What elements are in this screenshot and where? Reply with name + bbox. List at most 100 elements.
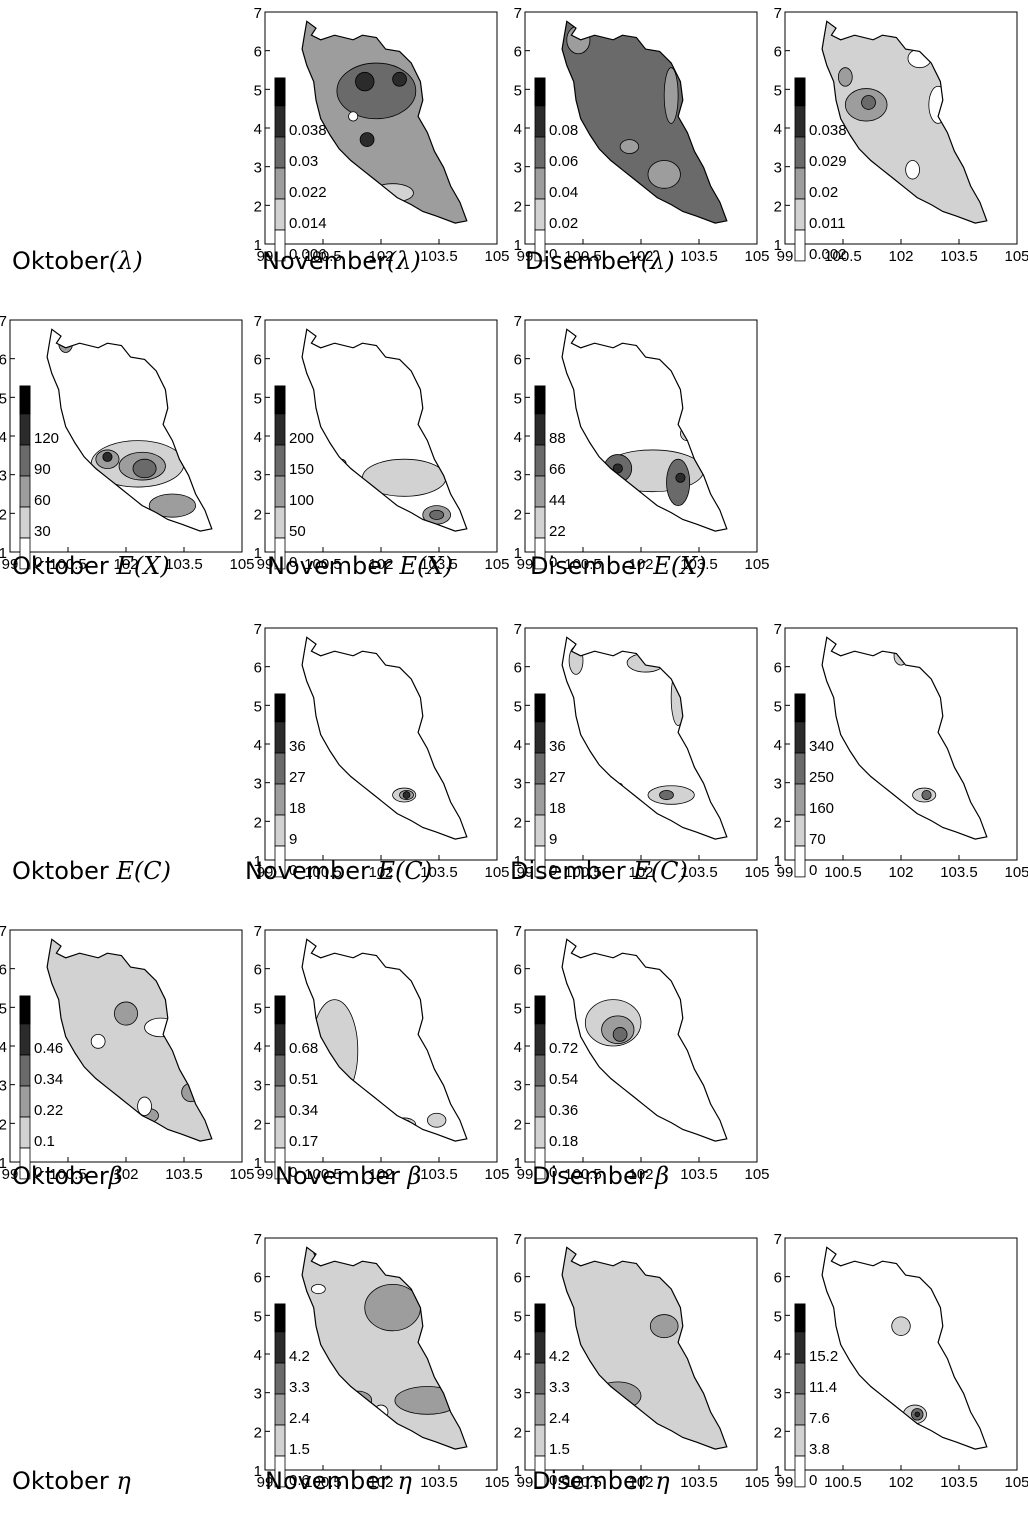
contour-blob [680,426,695,442]
region-fill [302,1247,467,1450]
contour-blob [310,999,359,1103]
panel-caption: Oktoberβ [12,1162,123,1190]
x-tick-label: 105 [744,1166,769,1183]
y-tick-label: 6 [514,962,522,979]
peninsula-outline [561,938,728,1142]
x-tick-label: 99 [517,1166,534,1183]
legend-label: 27 [289,769,306,786]
legend-label: 0.08 [549,122,578,139]
y-tick-label: 7 [254,1231,262,1248]
legend-swatch [274,1023,286,1056]
contour-blob [114,1001,139,1026]
x-tick-label: 105 [484,864,509,881]
legend-swatch [274,721,286,754]
y-tick-label: 2 [254,506,262,523]
x-tick-label: 99 [777,1474,794,1491]
x-tick-label: 102 [113,1166,138,1183]
y-tick-label: 3 [514,1386,522,1403]
contour-blob [336,458,347,469]
y-tick-label: 5 [0,390,7,407]
y-tick-label: 1 [514,545,522,562]
legend-label: 3.3 [289,1379,310,1396]
peninsula-outline [561,20,728,224]
panel-caption: Disember η [532,1467,670,1495]
x-tick-label: 103.5 [420,864,458,881]
legend-swatch [274,136,286,169]
y-tick-label: 3 [254,1078,262,1095]
legend-label: 0.6 [289,1472,310,1489]
contour-blob [663,67,679,124]
y-tick-label: 7 [514,923,522,940]
x-tick-label: 102 [368,1166,393,1183]
legend-swatch [274,198,286,231]
peninsula-outline [46,328,213,532]
contour-blob [891,1316,911,1336]
legend-swatch [19,1023,31,1056]
panel-caption: Oktober E(C) [12,857,171,885]
caption-symbol: η [116,1467,131,1495]
legend-swatch [534,1085,546,1118]
x-tick-label: 102 [628,248,653,265]
y-tick-label: 4 [774,1347,782,1364]
y-tick-label: 4 [0,1039,7,1056]
x-tick-label: 100.5 [304,864,342,881]
legend: 0.6 1.5 2.4 3.3 4.2 [274,1303,310,1489]
y-tick-label: 4 [774,121,782,138]
legend-swatch [794,783,806,816]
x-tick-label: 100.5 [49,556,87,573]
caption-month: Oktober [12,1467,117,1495]
legend: 0 0.17 0.34 0.51 0.68 [274,995,318,1181]
caption-month: Disember [510,857,634,885]
contour-blob [619,139,640,154]
map-panel: 1 2 3 4 5 6 7 99 100.5 102 103.5 105 0 0.1 0.22 0.34 0.4… [0,923,255,1183]
y-tick-label: 7 [514,313,522,330]
legend-swatch [19,444,31,477]
y-tick-label: 3 [254,468,262,485]
y-tick-label: 2 [0,506,7,523]
panel-caption: November E(C) [245,857,432,885]
caption-symbol: β [108,1162,123,1190]
peninsula-outline [46,938,213,1142]
legend-label: 15.2 [809,1348,838,1365]
legend-swatch [274,506,286,539]
panel-caption: November β [275,1162,421,1190]
x-tick-label: 103.5 [680,1166,718,1183]
x-tick-label: 99 [257,864,274,881]
caption-symbol: η [397,1467,412,1495]
x-tick-label: 99 [257,248,274,265]
legend-swatch [274,1424,286,1457]
region-fill [302,637,467,840]
legend-swatch [534,1023,546,1056]
legend-swatch [19,1054,31,1087]
contour-blob [645,1425,656,1436]
contour-blob [336,62,417,120]
y-tick-label: 7 [774,1231,782,1248]
legend-swatch [274,1331,286,1364]
y-tick-label: 4 [514,429,522,446]
y-tick-label: 1 [254,853,262,870]
contour-blob [371,183,414,203]
x-tick-label: 103.5 [420,1474,458,1491]
legend-swatch [534,136,546,169]
y-tick-label: 4 [254,429,262,446]
y-tick-label: 2 [514,814,522,831]
legend-label: 0.014 [289,215,327,232]
legend-swatch [534,413,546,446]
region-fill [562,21,727,224]
y-tick-label: 5 [514,698,522,715]
legend-label: 1.5 [549,1441,570,1458]
region-fill [302,329,467,532]
y-tick-label: 5 [514,1000,522,1017]
legend-label: 27 [549,769,566,786]
caption-month: Oktober [12,247,109,275]
contour-blob [647,160,681,189]
y-tick-label: 2 [774,1424,782,1441]
legend-swatch [274,783,286,816]
legend-swatch [274,1054,286,1087]
legend-label: 0 [809,1472,817,1489]
legend-label: 340 [809,738,834,755]
legend-label: 9 [289,831,297,848]
legend-label: 0.54 [549,1071,578,1088]
peninsula-outline [561,328,728,532]
x-tick-label: 99 [257,1166,274,1183]
